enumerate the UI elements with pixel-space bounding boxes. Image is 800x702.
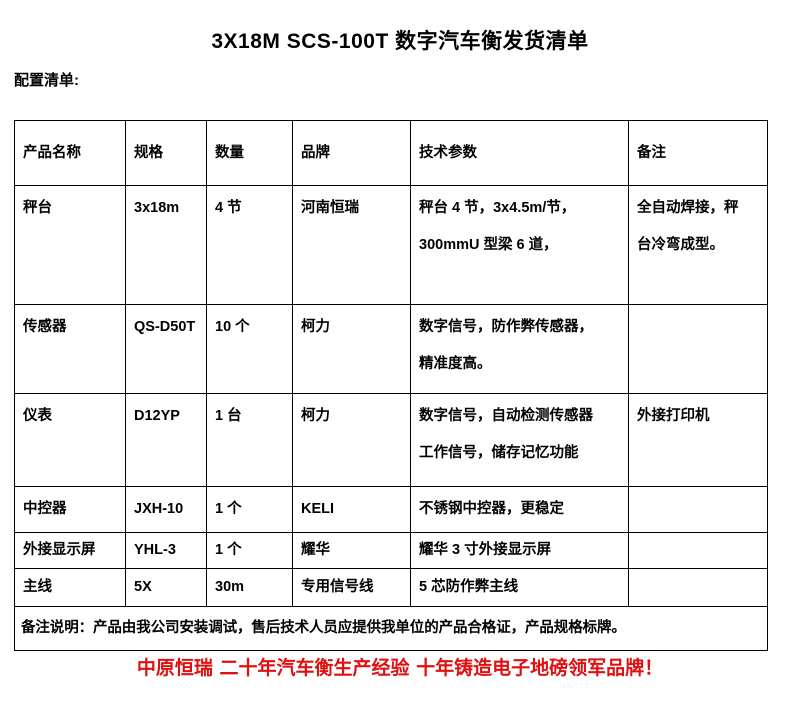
cell-product-name: 中控器 bbox=[14, 486, 126, 533]
cell-product-name: 秤台 bbox=[14, 185, 126, 305]
cell-brand: 柯力 bbox=[292, 304, 411, 394]
table-row: 中控器 JXH-10 1 个 KELI 不锈钢中控器，更稳定 bbox=[14, 486, 768, 533]
cell-specification: JXH-10 bbox=[125, 486, 207, 533]
cell-tech-params: 秤台 4 节，3x4.5m/节， 300mmU 型梁 6 道， bbox=[410, 185, 629, 305]
header-quantity: 数量 bbox=[206, 120, 293, 186]
cell-tech-params: 5 芯防作弊主线 bbox=[410, 568, 629, 607]
header-brand: 品牌 bbox=[292, 120, 411, 186]
footer-note: 备注说明：产品由我公司安装调试，售后技术人员应提供我单位的产品合格证，产品规格标… bbox=[14, 606, 768, 651]
cell-remarks bbox=[628, 304, 768, 394]
cell-specification: D12YP bbox=[125, 393, 207, 487]
table-row: 仪表 D12YP 1 台 柯力 数字信号，自动检测传感器 工作信号，储存记忆功能… bbox=[14, 393, 768, 487]
cell-specification: 5X bbox=[125, 568, 207, 607]
cell-tech-params: 不锈钢中控器，更稳定 bbox=[410, 486, 629, 533]
cell-tech-params: 数字信号，防作弊传感器， 精准度高。 bbox=[410, 304, 629, 394]
cell-remarks bbox=[628, 486, 768, 533]
cell-remarks bbox=[628, 568, 768, 607]
tech-params-line-2: 精准度高。 bbox=[419, 356, 492, 372]
tech-params-line-1: 数字信号，自动检测传感器 bbox=[419, 408, 593, 424]
page-title: 3X18M SCS-100T 数字汽车衡发货清单 bbox=[211, 30, 589, 53]
cell-brand: KELI bbox=[292, 486, 411, 533]
cell-quantity: 1 个 bbox=[206, 486, 293, 533]
table-footer-note-row: 备注说明：产品由我公司安装调试，售后技术人员应提供我单位的产品合格证，产品规格标… bbox=[14, 606, 768, 651]
cell-tech-params: 数字信号，自动检测传感器 工作信号，储存记忆功能 bbox=[410, 393, 629, 487]
table-row: 秤台 3x18m 4 节 河南恒瑞 秤台 4 节，3x4.5m/节， 300mm… bbox=[14, 185, 768, 305]
table-row: 传感器 QS-D50T 10 个 柯力 数字信号，防作弊传感器， 精准度高。 bbox=[14, 304, 768, 394]
tech-params-line-1: 数字信号，防作弊传感器， bbox=[419, 319, 593, 335]
tech-params-line-1: 秤台 4 节，3x4.5m/节， bbox=[419, 200, 576, 216]
cell-brand: 专用信号线 bbox=[292, 568, 411, 607]
cell-specification: YHL-3 bbox=[125, 532, 207, 569]
cell-remarks: 全自动焊接，秤 台冷弯成型。 bbox=[628, 185, 768, 305]
cell-remarks bbox=[628, 532, 768, 569]
cell-quantity: 4 节 bbox=[206, 185, 293, 305]
cell-tech-params: 耀华 3 寸外接显示屏 bbox=[410, 532, 629, 569]
cell-brand: 耀华 bbox=[292, 532, 411, 569]
cell-quantity: 1 个 bbox=[206, 532, 293, 569]
cell-quantity: 30m bbox=[206, 568, 293, 607]
tech-params-line-2: 300mmU 型梁 6 道， bbox=[419, 237, 558, 253]
cell-product-name: 主线 bbox=[14, 568, 126, 607]
cell-specification: 3x18m bbox=[125, 185, 207, 305]
header-tech-params: 技术参数 bbox=[410, 120, 629, 186]
table-header-row: 产品名称 规格 数量 品牌 技术参数 备注 bbox=[14, 120, 768, 186]
cell-product-name: 外接显示屏 bbox=[14, 532, 126, 569]
cell-remarks: 外接打印机 bbox=[628, 393, 768, 487]
cell-quantity: 10 个 bbox=[206, 304, 293, 394]
cell-specification: QS-D50T bbox=[125, 304, 207, 394]
cell-brand: 柯力 bbox=[292, 393, 411, 487]
configuration-table: 产品名称 规格 数量 品牌 技术参数 备注 秤台 3x18m 4 节 河南恒瑞 … bbox=[14, 120, 768, 651]
header-remarks: 备注 bbox=[628, 120, 768, 186]
cell-product-name: 传感器 bbox=[14, 304, 126, 394]
table-row: 外接显示屏 YHL-3 1 个 耀华 耀华 3 寸外接显示屏 bbox=[14, 532, 768, 569]
remarks-line-2: 台冷弯成型。 bbox=[637, 237, 724, 253]
tech-params-line-2: 工作信号，储存记忆功能 bbox=[419, 445, 579, 461]
header-product-name: 产品名称 bbox=[14, 120, 126, 186]
cell-brand: 河南恒瑞 bbox=[292, 185, 411, 305]
cell-product-name: 仪表 bbox=[14, 393, 126, 487]
subtitle-configuration-list: 配置清单: bbox=[14, 72, 79, 89]
company-slogan: 中原恒瑞 二十年汽车衡生产经验 十年铸造电子地磅领军品牌！ bbox=[136, 657, 664, 679]
remarks-line-1: 全自动焊接，秤 bbox=[637, 200, 739, 216]
header-specification: 规格 bbox=[125, 120, 207, 186]
table-row: 主线 5X 30m 专用信号线 5 芯防作弊主线 bbox=[14, 568, 768, 607]
cell-quantity: 1 台 bbox=[206, 393, 293, 487]
